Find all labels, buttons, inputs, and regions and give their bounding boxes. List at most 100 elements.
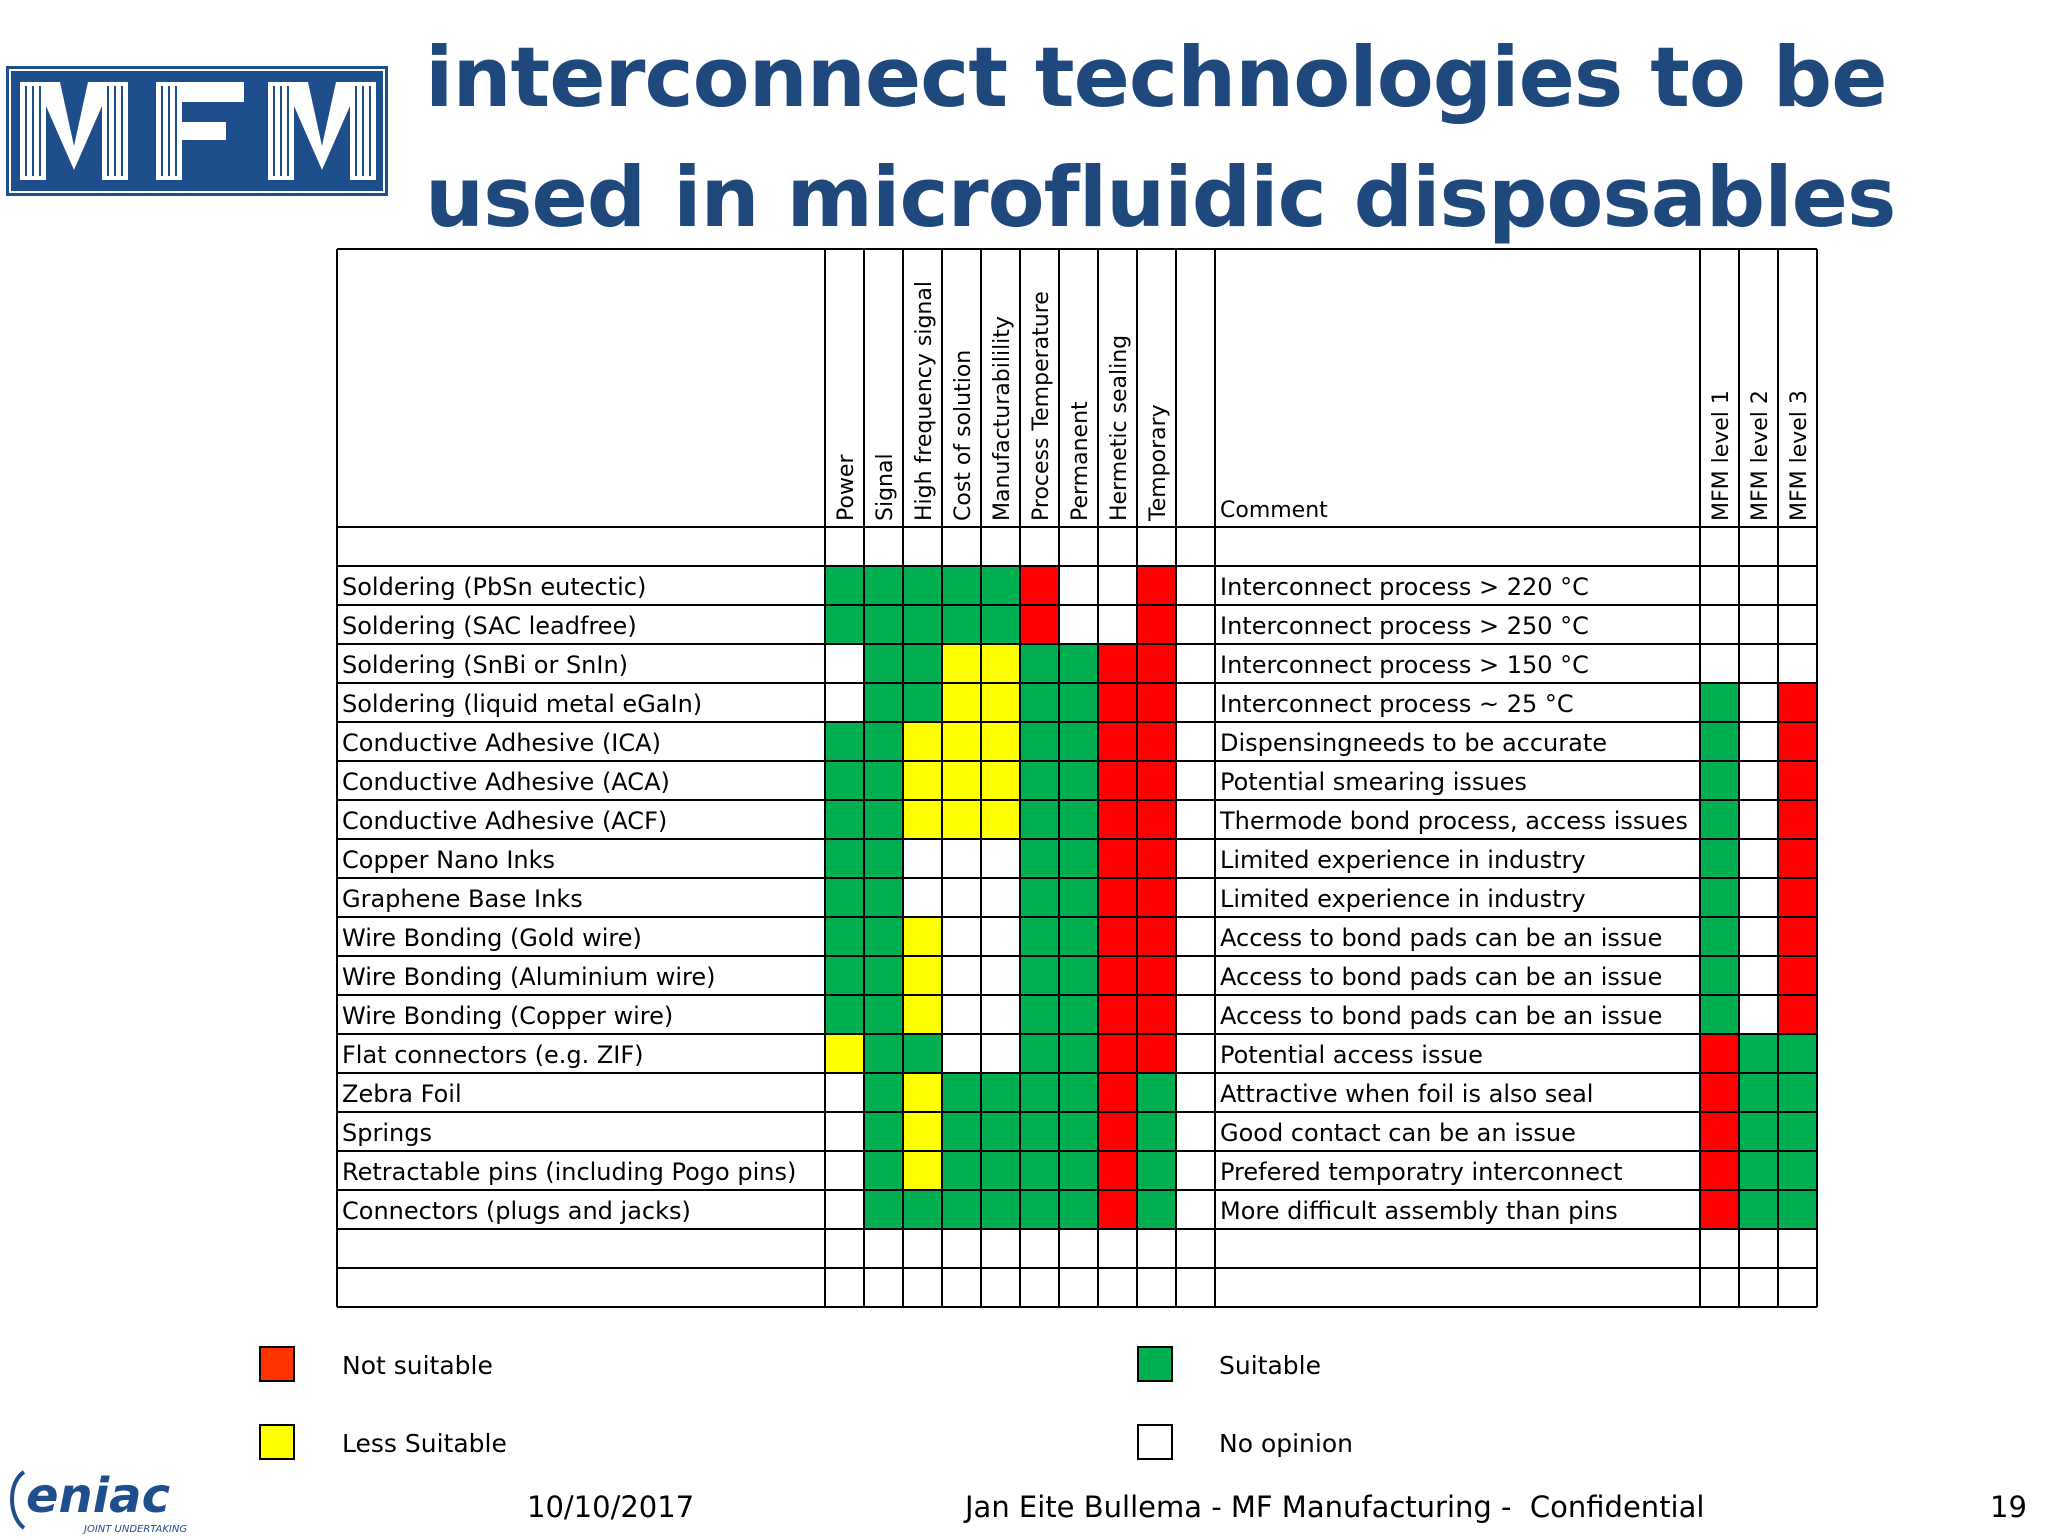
rating-cell bbox=[942, 722, 981, 761]
rating-cell bbox=[903, 761, 942, 800]
rating-cell bbox=[1098, 1034, 1137, 1073]
rating-cell bbox=[1059, 995, 1098, 1034]
level-cell bbox=[1778, 722, 1817, 761]
rating-cell bbox=[825, 722, 864, 761]
rating-cell bbox=[1137, 1034, 1176, 1073]
column-header: Power bbox=[834, 454, 859, 521]
rating-cell bbox=[942, 839, 981, 878]
level-cell bbox=[1739, 917, 1778, 956]
row-comment: Access to bond pads can be an issue bbox=[1220, 924, 1662, 952]
rating-cell bbox=[1059, 1073, 1098, 1112]
rating-cell bbox=[903, 722, 942, 761]
level-cell bbox=[1739, 800, 1778, 839]
rating-cell bbox=[942, 683, 981, 722]
rating-cell bbox=[825, 839, 864, 878]
level-cell bbox=[1778, 800, 1817, 839]
rating-cell bbox=[981, 761, 1020, 800]
row-label: Conductive Adhesive (ACA) bbox=[342, 768, 670, 796]
rating-cell bbox=[981, 644, 1020, 683]
rating-cell bbox=[864, 1151, 903, 1190]
rating-cell bbox=[1059, 722, 1098, 761]
row-label: Soldering (liquid metal eGaIn) bbox=[342, 690, 702, 718]
row-label: Soldering (PbSn eutectic) bbox=[342, 573, 646, 601]
rating-cell bbox=[981, 917, 1020, 956]
level-cell bbox=[1778, 839, 1817, 878]
rating-cell bbox=[1020, 878, 1059, 917]
column-header: Cost of solution bbox=[951, 350, 976, 521]
rating-cell bbox=[942, 1073, 981, 1112]
rating-cell bbox=[1020, 1034, 1059, 1073]
rating-cell bbox=[1176, 1190, 1215, 1229]
rating-cell bbox=[825, 1190, 864, 1229]
rating-cell bbox=[981, 800, 1020, 839]
rating-cell bbox=[1059, 878, 1098, 917]
row-comment: Interconnect process > 150 °C bbox=[1220, 651, 1589, 679]
level-cell bbox=[1739, 1034, 1778, 1073]
rating-cell bbox=[942, 800, 981, 839]
level-cell bbox=[1739, 644, 1778, 683]
level-cell bbox=[1778, 1190, 1817, 1229]
level-cell bbox=[1778, 995, 1817, 1034]
rating-cell bbox=[1176, 683, 1215, 722]
rating-cell bbox=[903, 995, 942, 1034]
rating-cell bbox=[1137, 800, 1176, 839]
legend-label-suitable: Suitable bbox=[1219, 1351, 1321, 1380]
level-cell bbox=[1700, 1190, 1739, 1229]
rating-cell bbox=[1137, 1112, 1176, 1151]
row-comment: Thermode bond process, access issues bbox=[1219, 807, 1688, 835]
rating-cell bbox=[1176, 1073, 1215, 1112]
rating-cell bbox=[942, 917, 981, 956]
row-comment: More difficult assembly than pins bbox=[1220, 1197, 1618, 1225]
rating-cell bbox=[864, 956, 903, 995]
rating-cell bbox=[1059, 683, 1098, 722]
row-label: Flat connectors (e.g. ZIF) bbox=[342, 1041, 644, 1069]
level-cell bbox=[1700, 800, 1739, 839]
rating-cell bbox=[1020, 1190, 1059, 1229]
rating-cell bbox=[1059, 800, 1098, 839]
rating-cell bbox=[825, 956, 864, 995]
rating-cell bbox=[864, 1190, 903, 1229]
row-comment: Dispensingneeds to be accurate bbox=[1220, 729, 1607, 757]
level-cell bbox=[1739, 761, 1778, 800]
rating-cell bbox=[825, 761, 864, 800]
row-comment: Interconnect process > 250 °C bbox=[1220, 612, 1589, 640]
rating-cell bbox=[1137, 761, 1176, 800]
rating-cell bbox=[1059, 566, 1098, 605]
level-cell bbox=[1700, 1151, 1739, 1190]
rating-cell bbox=[903, 839, 942, 878]
level-cell bbox=[1700, 605, 1739, 644]
rating-cell bbox=[1098, 800, 1137, 839]
level-cell bbox=[1700, 1073, 1739, 1112]
rating-cell bbox=[942, 956, 981, 995]
rating-cell bbox=[1137, 605, 1176, 644]
rating-cell bbox=[825, 995, 864, 1034]
rating-cell bbox=[1059, 839, 1098, 878]
rating-cell bbox=[1137, 1190, 1176, 1229]
level-cell bbox=[1700, 683, 1739, 722]
row-label: Conductive Adhesive (ICA) bbox=[342, 729, 661, 757]
rating-cell bbox=[1176, 644, 1215, 683]
rating-cell bbox=[1176, 839, 1215, 878]
level-cell bbox=[1739, 1151, 1778, 1190]
rating-cell bbox=[864, 1073, 903, 1112]
comment-header: Comment bbox=[1220, 498, 1328, 523]
row-comment: Interconnect process > 220 °C bbox=[1220, 573, 1589, 601]
rating-cell bbox=[981, 1151, 1020, 1190]
rating-cell bbox=[1020, 839, 1059, 878]
mfm-logo-graphic bbox=[6, 66, 388, 196]
rating-cell bbox=[981, 878, 1020, 917]
rating-cell bbox=[1176, 1034, 1215, 1073]
rating-cell bbox=[825, 644, 864, 683]
rating-cell bbox=[1137, 1151, 1176, 1190]
rating-cell bbox=[864, 839, 903, 878]
legend-label-less-suitable: Less Suitable bbox=[342, 1429, 507, 1458]
level-cell bbox=[1700, 878, 1739, 917]
rating-cell bbox=[903, 644, 942, 683]
row-comment: Limited experience in industry bbox=[1220, 885, 1586, 913]
rating-cell bbox=[864, 995, 903, 1034]
rating-cell bbox=[903, 1151, 942, 1190]
level-cell bbox=[1778, 878, 1817, 917]
rating-cell bbox=[1020, 917, 1059, 956]
rating-cell bbox=[903, 800, 942, 839]
rating-cell bbox=[1098, 683, 1137, 722]
